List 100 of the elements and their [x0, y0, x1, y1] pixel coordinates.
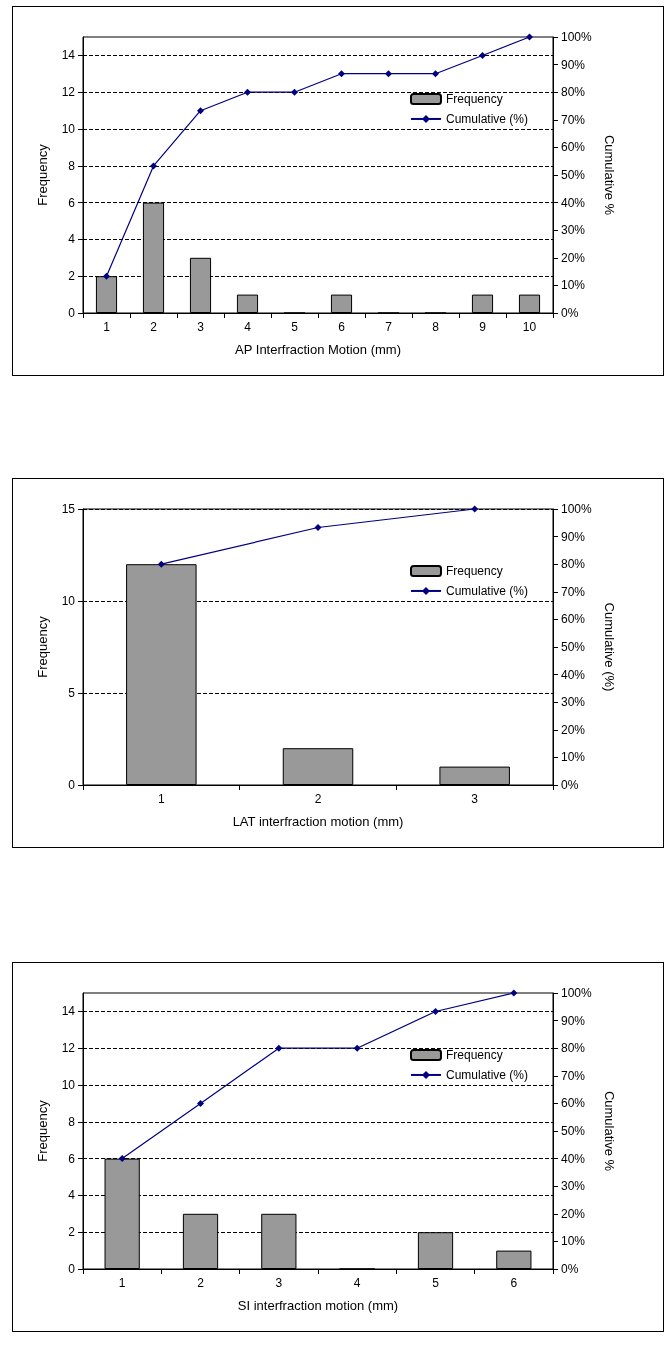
point [103, 272, 110, 280]
x-tick-label: 6 [338, 320, 346, 334]
y2-tick-label: 0% [561, 1262, 579, 1276]
point [353, 1044, 361, 1052]
y2-tick-label: 70% [561, 1068, 586, 1083]
y-tick-label: 8 [68, 1114, 76, 1129]
point [314, 523, 322, 531]
point [432, 1007, 439, 1015]
y2-tick-label: 0% [561, 306, 579, 320]
x-tick-label: 4 [244, 320, 252, 334]
x-tick-label: 1 [103, 320, 111, 334]
y-axis-title: Frequency [35, 615, 50, 678]
y-tick-label: 10 [61, 1078, 76, 1092]
y2-tick-label: 50% [561, 640, 586, 654]
y-tick-label: 8 [68, 158, 76, 173]
legend-label: Cumulative (%) [445, 1067, 529, 1082]
point [291, 88, 298, 96]
y-tick-label: 5 [68, 686, 76, 700]
y2-tick-label: 40% [561, 667, 586, 682]
point [510, 989, 518, 997]
x-tick-label: 1 [118, 1276, 126, 1290]
point [526, 33, 533, 41]
y-tick-label: 10 [61, 594, 76, 608]
y2-tick-label: 100% [561, 30, 593, 44]
y-tick-label: 2 [68, 1225, 76, 1240]
x-tick-label: 5 [432, 1276, 440, 1290]
x-tick-label: 8 [432, 320, 440, 334]
point [471, 505, 479, 513]
y-tick-label: 15 [61, 502, 76, 516]
y-tick-label: 4 [68, 232, 76, 247]
point [338, 70, 345, 78]
y2-tick-label: 30% [561, 223, 586, 238]
y-tick-label: 4 [68, 1188, 76, 1203]
legend-label: Frequency [445, 1047, 503, 1062]
y2-tick-label: 50% [561, 168, 586, 182]
x-axis-title: AP Interfraction Motion (mm) [235, 342, 401, 357]
y2-tick-label: 10% [561, 750, 586, 765]
y2-axis-title: Cumulative (%) [601, 602, 617, 692]
x-tick-label: 6 [510, 1276, 518, 1290]
x-tick-label: 3 [471, 792, 479, 806]
y2-tick-label: 10% [561, 1234, 586, 1249]
y2-axis-title: Cumulative % [601, 1090, 617, 1172]
y2-tick-label: 20% [561, 1206, 586, 1221]
point [150, 162, 157, 170]
x-tick-label: 3 [275, 1276, 283, 1290]
y2-tick-label: 60% [561, 140, 586, 155]
y2-tick-label: 0% [561, 778, 579, 792]
point [197, 107, 204, 115]
x-axis-title: SI interfraction motion (mm) [237, 1298, 399, 1313]
y2-tick-label: 30% [561, 1179, 586, 1194]
y2-tick-label: 40% [561, 195, 586, 210]
y2-tick-label: 100% [561, 986, 593, 1000]
y2-tick-label: 20% [561, 722, 586, 737]
y-tick-label: 6 [68, 195, 76, 210]
y2-tick-label: 10% [561, 278, 586, 293]
y2-tick-label: 60% [561, 612, 586, 627]
y-tick-label: 0 [68, 306, 76, 320]
y2-tick-label: 100% [561, 502, 593, 516]
x-tick-label: 3 [197, 320, 205, 334]
legend-label: Cumulative (%) [445, 111, 529, 126]
y2-tick-label: 40% [561, 1151, 586, 1166]
y-axis-title: Frequency [35, 143, 50, 206]
y-tick-label: 12 [61, 1041, 76, 1056]
y-tick-label: 14 [61, 1004, 76, 1019]
y-axis-title: Frequency [35, 1099, 50, 1162]
point [197, 1099, 204, 1107]
y2-tick-label: 70% [561, 112, 586, 127]
x-tick-label: 9 [479, 320, 487, 334]
x-tick-label: 10 [522, 320, 537, 334]
y2-axis-title: Cumulative % [601, 134, 617, 216]
y-tick-label: 2 [68, 269, 76, 284]
point [157, 560, 165, 568]
y-tick-label: 10 [61, 122, 76, 136]
y-tick-label: 14 [61, 48, 76, 63]
point [275, 1044, 283, 1052]
x-tick-label: 2 [150, 320, 158, 334]
legend-label: Cumulative (%) [445, 583, 529, 598]
legend-label: Frequency [445, 563, 503, 578]
point [385, 70, 392, 78]
y-tick-label: 12 [61, 85, 76, 100]
legend-label: Frequency [445, 91, 503, 106]
y2-tick-label: 70% [561, 584, 586, 599]
point [479, 51, 486, 59]
y2-tick-label: 90% [561, 57, 586, 72]
y2-tick-label: 80% [561, 85, 586, 100]
y-tick-label: 0 [68, 778, 76, 792]
x-tick-label: 2 [197, 1276, 205, 1290]
y2-tick-label: 30% [561, 695, 586, 710]
y-tick-label: 6 [68, 1151, 76, 1166]
point [118, 1155, 126, 1163]
x-tick-label: 7 [385, 320, 393, 334]
x-tick-label: 1 [157, 792, 165, 806]
point [432, 70, 439, 78]
y2-tick-label: 60% [561, 1096, 586, 1111]
y2-tick-label: 80% [561, 1041, 586, 1056]
x-tick-label: 5 [291, 320, 299, 334]
y2-tick-label: 90% [561, 529, 586, 544]
y2-tick-label: 90% [561, 1013, 586, 1028]
y-tick-label: 0 [68, 1262, 76, 1276]
y2-tick-label: 50% [561, 1124, 586, 1138]
